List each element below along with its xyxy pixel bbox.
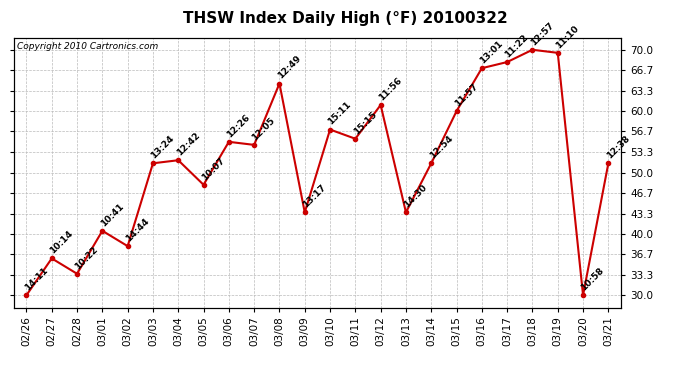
Text: 10:41: 10:41 xyxy=(99,201,126,228)
Text: 14:44: 14:44 xyxy=(124,216,151,243)
Text: THSW Index Daily High (°F) 20100322: THSW Index Daily High (°F) 20100322 xyxy=(183,11,507,26)
Text: 11:22: 11:22 xyxy=(504,33,530,59)
Text: 15:15: 15:15 xyxy=(352,110,378,136)
Text: 13:17: 13:17 xyxy=(301,183,328,210)
Text: 12:42: 12:42 xyxy=(175,131,201,158)
Text: 12:05: 12:05 xyxy=(250,116,277,142)
Text: 11:57: 11:57 xyxy=(453,82,480,108)
Text: 12:38: 12:38 xyxy=(604,134,631,160)
Text: 12:57: 12:57 xyxy=(529,20,555,47)
Text: 12:49: 12:49 xyxy=(276,54,303,81)
Text: 10:14: 10:14 xyxy=(48,229,75,256)
Text: 13:01: 13:01 xyxy=(478,39,505,65)
Text: 13:24: 13:24 xyxy=(149,134,176,160)
Text: 12:54: 12:54 xyxy=(428,134,454,160)
Text: 10:58: 10:58 xyxy=(580,266,606,292)
Text: 14:11: 14:11 xyxy=(23,266,50,292)
Text: 12:26: 12:26 xyxy=(225,112,252,139)
Text: Copyright 2010 Cartronics.com: Copyright 2010 Cartronics.com xyxy=(17,42,158,51)
Text: 10:07: 10:07 xyxy=(200,156,226,182)
Text: 11:56: 11:56 xyxy=(377,76,404,102)
Text: 15:11: 15:11 xyxy=(326,100,353,127)
Text: 10:22: 10:22 xyxy=(73,244,100,271)
Text: 14:30: 14:30 xyxy=(402,183,429,210)
Text: 11:10: 11:10 xyxy=(554,24,581,50)
